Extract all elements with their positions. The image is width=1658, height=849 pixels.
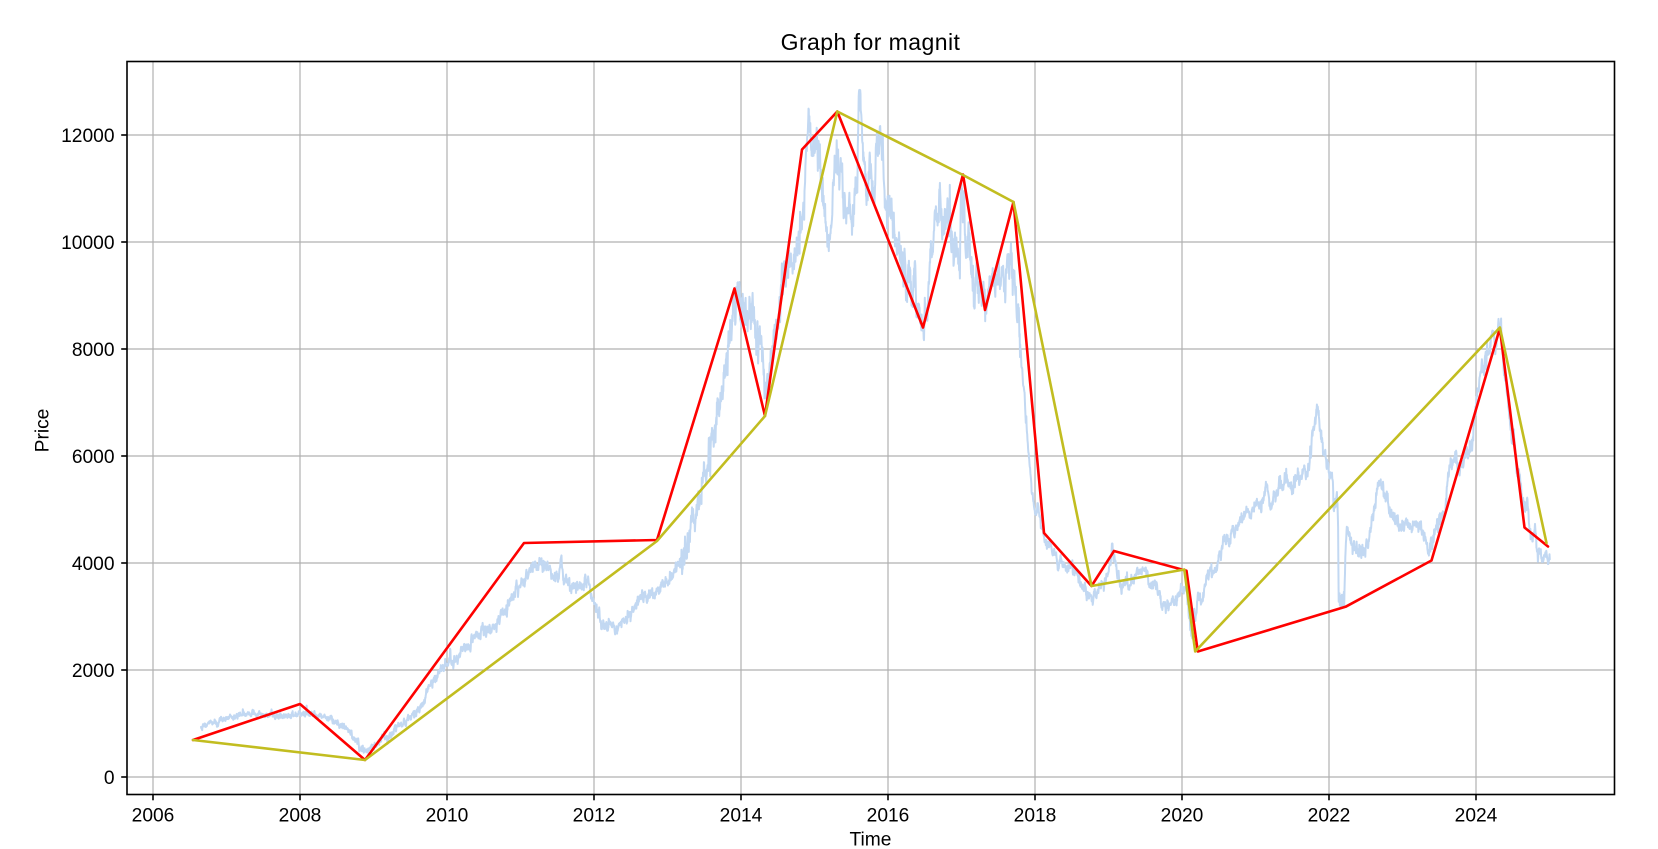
svg-text:2006: 2006	[132, 806, 175, 827]
svg-text:2020: 2020	[1161, 806, 1204, 827]
svg-text:2010: 2010	[426, 806, 469, 827]
svg-text:Graph for magnit: Graph for magnit	[781, 29, 961, 55]
svg-text:2022: 2022	[1308, 806, 1351, 827]
svg-text:8000: 8000	[72, 340, 115, 361]
svg-text:Price: Price	[33, 409, 54, 453]
svg-text:2008: 2008	[279, 806, 322, 827]
svg-text:2014: 2014	[720, 806, 763, 827]
svg-text:10000: 10000	[61, 233, 114, 254]
svg-text:Time: Time	[850, 830, 892, 849]
svg-text:2000: 2000	[72, 661, 115, 682]
svg-text:12000: 12000	[61, 126, 114, 147]
svg-text:4000: 4000	[72, 554, 115, 575]
svg-text:2012: 2012	[573, 806, 616, 827]
svg-text:2024: 2024	[1455, 806, 1498, 827]
svg-text:6000: 6000	[72, 447, 115, 468]
svg-text:0: 0	[104, 768, 115, 789]
svg-text:2018: 2018	[1014, 806, 1057, 827]
svg-text:2016: 2016	[867, 806, 910, 827]
